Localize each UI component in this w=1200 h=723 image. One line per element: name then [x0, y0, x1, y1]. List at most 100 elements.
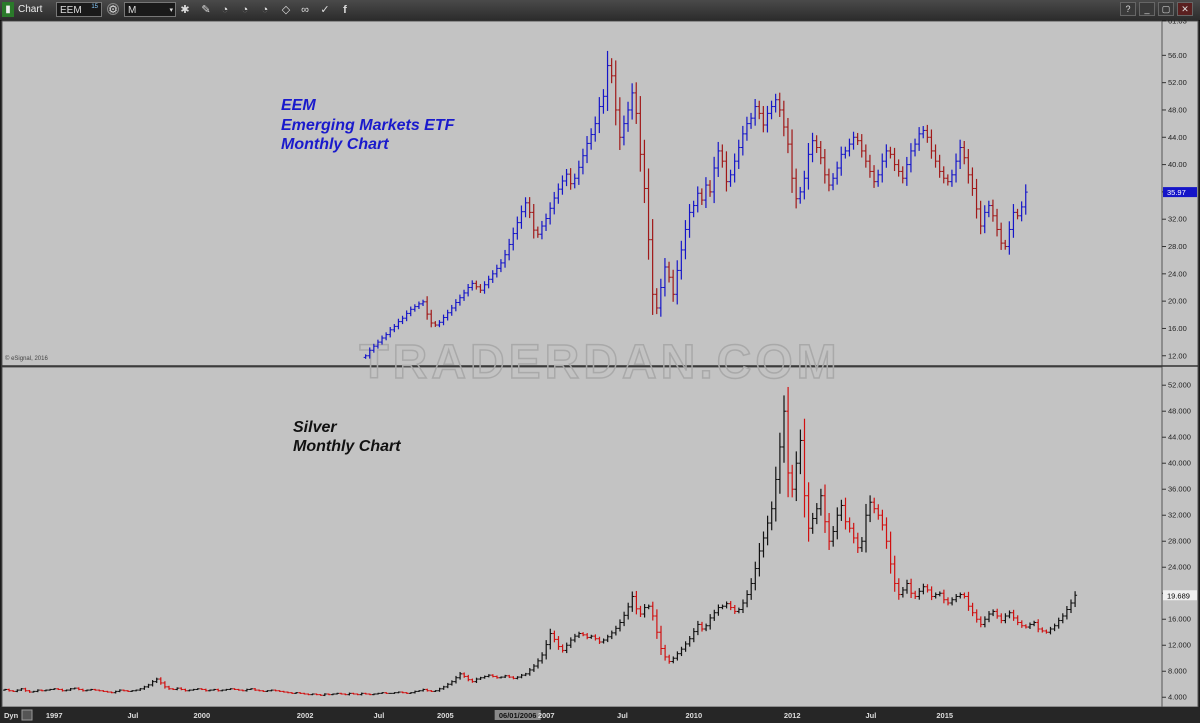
- x-axis: 1997 Jul 2000 2002 Jul 2005 06/01/2006 2007 Jul 2…: [46, 710, 953, 720]
- silver-bar: [687, 636, 692, 647]
- silver-bar: [31, 690, 36, 693]
- silver-bar: [581, 632, 586, 637]
- silver-bar: [720, 604, 725, 610]
- silver-bar: [536, 658, 540, 669]
- silver-bar: [958, 592, 963, 599]
- x-tick-label: 1997: [46, 711, 63, 720]
- eem-bar: [437, 320, 442, 328]
- eem-bar: [872, 165, 877, 188]
- gear-icon[interactable]: ✱: [180, 4, 190, 16]
- help-button[interactable]: ?: [1120, 2, 1136, 16]
- eem-bar: [667, 261, 672, 283]
- maximize-button[interactable]: ▢: [1158, 2, 1174, 16]
- eem-bar: [712, 156, 717, 204]
- silver-bar: [564, 642, 569, 654]
- silver-bar: [298, 692, 303, 694]
- silver-bar: [93, 688, 98, 691]
- silver-bar: [761, 531, 766, 558]
- settings-icon[interactable]: ⚙: [107, 3, 119, 16]
- silver-bar: [249, 688, 253, 691]
- eem-bar: [851, 131, 856, 150]
- link-icon[interactable]: ∞: [301, 4, 309, 16]
- silver-bar: [367, 693, 372, 696]
- eem-bar: [949, 169, 954, 187]
- silver-bar: [183, 688, 188, 692]
- silver-bar: [273, 689, 278, 692]
- silver-bar: [732, 604, 737, 614]
- silver-bar: [896, 578, 901, 600]
- eem-bar: [371, 343, 376, 353]
- silver-bar: [462, 672, 467, 678]
- silver-bar: [72, 687, 77, 690]
- eem-bar: [929, 129, 934, 159]
- silver-bar: [560, 644, 565, 653]
- gauge-icon-2[interactable]: ◔: [241, 4, 249, 16]
- silver-bar: [794, 451, 799, 502]
- silver-ytick-label: 8.000: [1168, 667, 1187, 676]
- close-button[interactable]: ✕: [1177, 2, 1193, 16]
- eem-bar: [896, 159, 901, 177]
- eem-bar: [982, 205, 987, 234]
- symbol-badge: 15: [91, 4, 98, 10]
- scale-toggle-icon[interactable]: [21, 709, 33, 721]
- silver-bar: [1028, 622, 1032, 629]
- minimize-button[interactable]: _: [1139, 2, 1155, 16]
- silver-bar: [52, 688, 57, 691]
- silver-ytick-label: 48.000: [1168, 407, 1191, 416]
- silver-bar: [646, 604, 651, 610]
- interval-select[interactable]: M ▾: [124, 2, 176, 17]
- silver-bar: [445, 682, 450, 689]
- silver-bar: [868, 495, 873, 523]
- x-tick-label: 2012: [784, 711, 801, 720]
- x-axis-bar: [0, 707, 1200, 723]
- eem-bar: [462, 289, 467, 301]
- eem-bar: [888, 146, 893, 159]
- silver-bar: [240, 689, 245, 692]
- silver-bar: [39, 689, 44, 692]
- eem-bar: [806, 143, 811, 190]
- silver-bar: [113, 690, 118, 694]
- silver-bar: [372, 693, 376, 696]
- eem-ytick-label: 24.00: [1168, 269, 1187, 278]
- facebook-icon[interactable]: f: [343, 4, 347, 16]
- eem-ytick-label: 40.00: [1168, 160, 1187, 169]
- eem-bar: [917, 127, 922, 151]
- silver-bar: [700, 621, 704, 632]
- silver-bar: [843, 497, 848, 530]
- eem-bar: [585, 136, 590, 164]
- x-tick-label: 2015: [936, 711, 953, 720]
- silver-bar: [347, 692, 352, 696]
- silver-bar: [892, 555, 897, 592]
- silver-bar: [162, 681, 167, 689]
- silver-last-value-box: [1163, 590, 1197, 601]
- eem-bar: [380, 335, 385, 345]
- silver-bar: [363, 692, 368, 695]
- eem-ytick-label: 28.00: [1168, 242, 1187, 251]
- silver-bar: [302, 692, 307, 695]
- tag-icon[interactable]: ◇: [281, 4, 291, 16]
- eem-last-value-box: [1163, 187, 1197, 198]
- silver-bar: [695, 620, 700, 636]
- symbol-input[interactable]: EEM 15: [56, 2, 102, 17]
- silver-bar: [499, 676, 504, 679]
- eem-bar: [708, 180, 713, 197]
- eem-bar: [494, 264, 499, 278]
- twitter-icon[interactable]: ✓: [320, 4, 330, 16]
- silver-bar: [634, 590, 639, 615]
- eem-bar: [699, 188, 704, 205]
- silver-bar: [769, 501, 774, 531]
- gauge-icon-3[interactable]: ◔: [261, 4, 269, 16]
- silver-bar: [585, 633, 590, 640]
- eem-bar: [457, 294, 462, 306]
- silver-bar: [991, 609, 996, 617]
- pencil-icon[interactable]: ✎: [201, 4, 211, 16]
- eem-bar: [601, 89, 606, 114]
- silver-bar: [515, 676, 520, 680]
- silver-bar: [839, 499, 844, 521]
- silver-bar: [531, 664, 536, 672]
- silver-bar: [909, 578, 914, 599]
- silver-bar: [470, 678, 475, 683]
- silver-bar: [220, 689, 225, 692]
- silver-bar: [613, 625, 618, 636]
- gauge-icon[interactable]: ◔: [221, 4, 229, 16]
